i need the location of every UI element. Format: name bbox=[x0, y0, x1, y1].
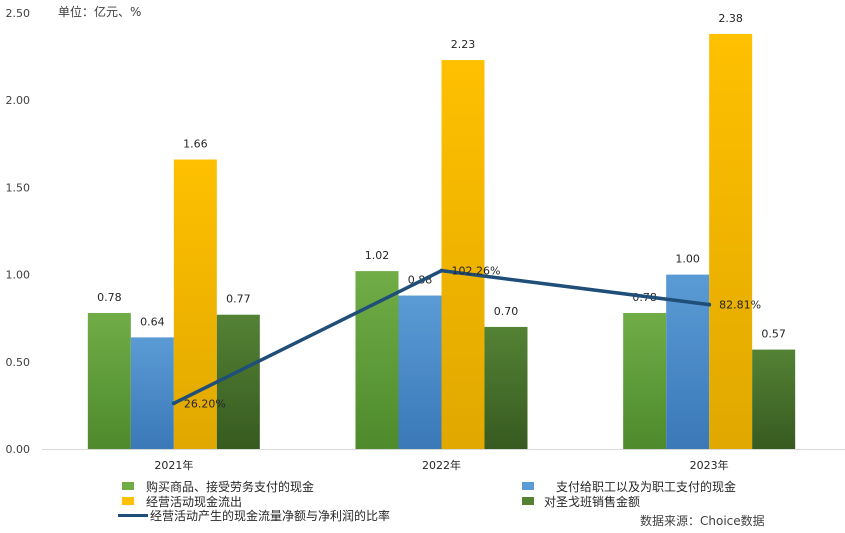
x-tick-label: 2021年 bbox=[154, 458, 193, 472]
legend-label-2: 经营活动现金流出 bbox=[146, 494, 242, 509]
bar-0-1 bbox=[355, 271, 399, 449]
legend-swatch-0 bbox=[122, 482, 134, 490]
bar-3-1 bbox=[484, 326, 528, 449]
bar-label-0-0: 0.78 bbox=[97, 291, 122, 304]
ratio-label-0: 26.20% bbox=[184, 397, 226, 410]
legend-label-line: 经营活动产生的现金流量净额与净利润的比率 bbox=[150, 508, 390, 523]
x-tick-label: 2022年 bbox=[422, 458, 461, 472]
bar-label-0-1: 1.02 bbox=[365, 249, 390, 262]
bar-label-1-0: 0.64 bbox=[140, 315, 165, 328]
y-tick-label: 0.00 bbox=[6, 443, 31, 456]
y-tick-label: 1.00 bbox=[6, 269, 31, 282]
bar-label-2-2: 2.38 bbox=[718, 12, 743, 25]
ratio-point-2 bbox=[707, 302, 712, 307]
y-tick-label: 1.50 bbox=[6, 181, 31, 194]
ratio-label-1: 102.26% bbox=[452, 265, 501, 278]
legend-swatch-2 bbox=[122, 497, 134, 505]
bar-0-2 bbox=[623, 312, 667, 449]
bar-1-0 bbox=[130, 337, 174, 449]
ratio-point-1 bbox=[439, 268, 444, 273]
legend-label-0: 购买商品、接受劳务支付的现金 bbox=[146, 479, 314, 494]
bar-1-1 bbox=[398, 295, 442, 449]
legend-label-1: 支付给职工以及为职工支付的现金 bbox=[556, 479, 736, 494]
bar-label-2-0: 1.66 bbox=[183, 137, 208, 150]
ratio-line-series: 26.20% 102.26% 82.81% bbox=[171, 265, 761, 410]
bar-series: 0.780.641.660.771.020.882.230.700.781.00… bbox=[87, 12, 796, 449]
bar-2-1 bbox=[441, 60, 485, 449]
legend-swatch-3 bbox=[522, 497, 534, 505]
y-tick-label: 2.00 bbox=[6, 94, 31, 107]
unit-note: 单位：亿元、% bbox=[58, 4, 141, 19]
bar-label-3-0: 0.77 bbox=[226, 293, 251, 306]
x-axis: 2021年 2022年 2023年 bbox=[154, 458, 728, 472]
x-tick-label: 2023年 bbox=[690, 458, 729, 472]
ratio-point-0 bbox=[171, 401, 176, 406]
y-tick-label: 2.50 bbox=[6, 7, 31, 20]
bar-3-2 bbox=[752, 349, 796, 449]
bar-label-2-1: 2.23 bbox=[451, 38, 476, 51]
legend-swatch-1 bbox=[522, 482, 534, 490]
bar-label-1-2: 1.00 bbox=[675, 253, 700, 266]
bar-2-2 bbox=[709, 33, 753, 449]
bar-3-0 bbox=[216, 314, 260, 449]
legend-label-3: 对圣戈班销售金额 bbox=[544, 494, 640, 509]
bar-0-0 bbox=[87, 312, 131, 449]
source-note: 数据来源：Choice数据 bbox=[640, 513, 765, 528]
bar-label-3-2: 0.57 bbox=[761, 328, 786, 341]
y-axis: 0.00 0.50 1.00 1.50 2.00 2.50 bbox=[6, 7, 845, 456]
legend: 购买商品、接受劳务支付的现金 支付给职工以及为职工支付的现金 经营活动现金流出 … bbox=[118, 479, 736, 523]
y-tick-label: 0.50 bbox=[6, 356, 31, 369]
ratio-label-2: 82.81% bbox=[719, 299, 761, 312]
bar-label-3-1: 0.70 bbox=[494, 305, 519, 318]
